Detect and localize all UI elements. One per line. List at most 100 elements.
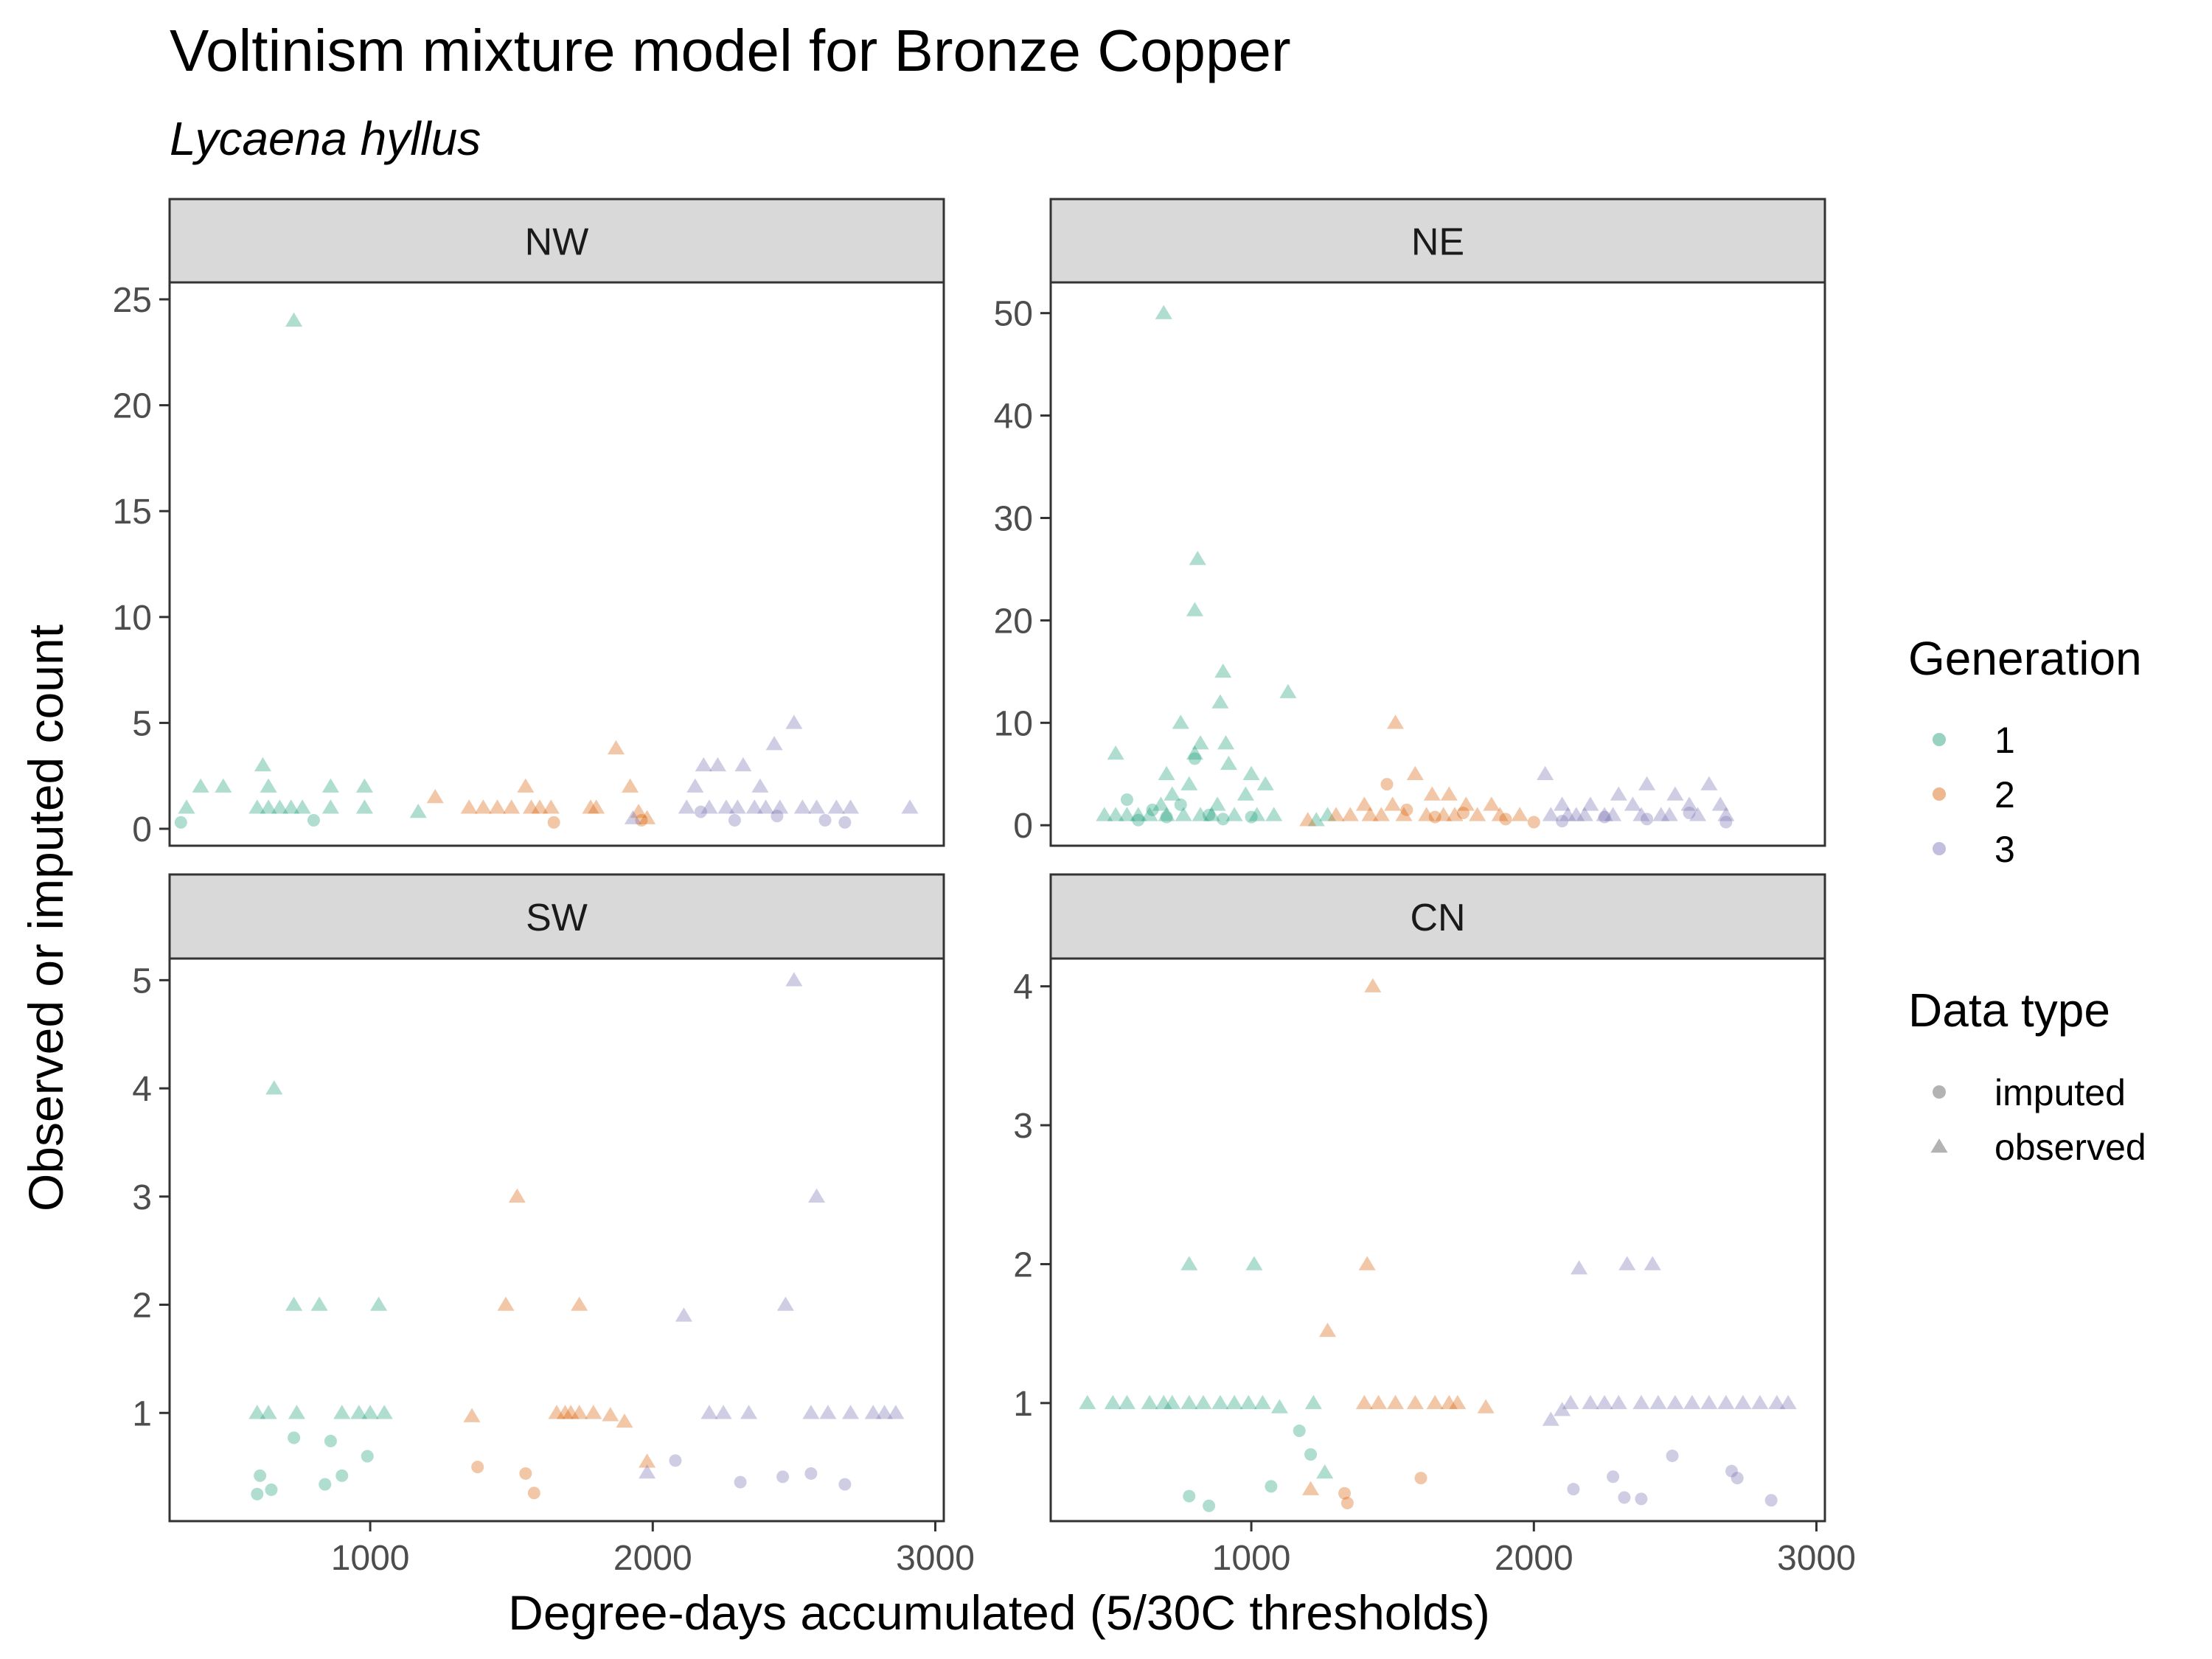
observed-point [1245,1256,1263,1270]
imputed-point [335,1469,349,1482]
observed-point [776,1296,794,1311]
observed-point [728,799,746,814]
observed-point [1384,796,1402,811]
observed-point [1596,807,1613,821]
observed-point [517,778,535,793]
observed-point [1155,1394,1172,1410]
panel-strip-label: NW [525,221,589,264]
observed-point [1386,714,1405,729]
observed-point [1700,776,1718,790]
observed-point [508,1188,526,1203]
imputed-point [307,814,320,827]
imputed-point [1188,752,1201,765]
imputed-point [1146,803,1159,816]
observed-point [288,1405,305,1419]
observed-point [841,799,860,814]
panel-frame [168,281,945,847]
observed-point [1299,812,1317,827]
y-axis-label: Observed or imputed count [18,625,73,1211]
observed-point [488,799,507,814]
imputed-point [1725,1464,1739,1478]
observed-point [875,1405,894,1419]
observed-point [215,778,232,793]
observed-point [370,1296,388,1311]
observed-point [285,1296,303,1311]
observed-point [1491,807,1509,821]
panel-frame [168,957,945,1523]
observed-point [630,804,647,818]
observed-point [1582,796,1599,811]
imputed-point [1719,815,1733,829]
panel-points [248,972,905,1500]
observed-point [1624,796,1641,811]
imputed-point [361,1450,374,1463]
observed-point [1406,765,1424,781]
observed-point [1717,1394,1735,1410]
observed-point [1559,807,1576,821]
observed-point [1208,796,1226,811]
imputed-point [1174,798,1187,811]
legend-data-type-entry: observed [1930,1127,2146,1168]
legend-data-type-entry: imputed [1933,1072,2126,1113]
observed-point [639,1453,656,1468]
legend-data-type: Data type imputed observed [1908,984,2146,1168]
observed-point [571,1405,588,1419]
observed-point [1768,1394,1786,1410]
imputed-point [669,1454,682,1467]
observed-point [1446,807,1464,821]
observed-point [1130,807,1147,821]
observed-point [1118,807,1136,821]
legend-label: observed [1994,1127,2146,1168]
imputed-point [1607,1470,1620,1484]
legend-label: imputed [1994,1072,2126,1113]
observed-point [1096,807,1113,821]
observed-point [785,972,803,987]
observed-point [1225,1394,1243,1410]
panel-points [174,312,919,829]
imputed-point [734,1475,747,1489]
imputed-point [1641,813,1654,826]
observed-point [350,1405,368,1419]
observed-point [1666,1394,1684,1410]
observed-point [1318,807,1337,821]
observed-point [1211,1394,1229,1410]
panel-strip-label: SW [526,897,588,939]
observed-point [310,1296,328,1311]
legend-swatch [1933,733,1946,746]
observed-point [1118,1394,1136,1410]
y-tick-label: 5 [132,704,152,743]
observed-point [531,799,549,814]
observed-point [1542,807,1559,821]
imputed-point [1203,1499,1216,1512]
observed-point [562,1405,580,1419]
legend-swatch [1933,787,1946,801]
observed-point [1435,807,1453,821]
observed-point [178,799,195,814]
imputed-point [635,814,648,827]
observed-point [793,799,811,814]
imputed-point [251,1487,264,1500]
observed-point [864,1405,882,1419]
observed-point [717,799,735,814]
observed-point [1418,807,1436,821]
imputed-point [804,1467,818,1480]
observed-point [460,799,478,814]
observed-point [463,1408,481,1422]
observed-point [254,757,272,772]
imputed-point [471,1461,484,1474]
observed-point [751,778,769,793]
x-tick-label: 1000 [1212,1539,1291,1578]
legend-generation-items: 1 2 3 [1933,720,2015,870]
observed-point [474,799,492,814]
observed-point [1214,663,1232,678]
chart-title: Voltinism mixture model for Bronze Coppe… [170,18,1291,83]
panel-cn: CN 1 2 3 4 1000 2000 3000 [1013,873,1856,1578]
observed-point [686,778,704,793]
observed-point [1483,796,1500,811]
panel-frame [1049,957,1826,1523]
imputed-point [1183,1489,1196,1503]
observed-point [745,799,763,814]
observed-point [841,1405,860,1419]
observed-point [1554,1402,1571,1416]
observed-point [678,799,695,814]
